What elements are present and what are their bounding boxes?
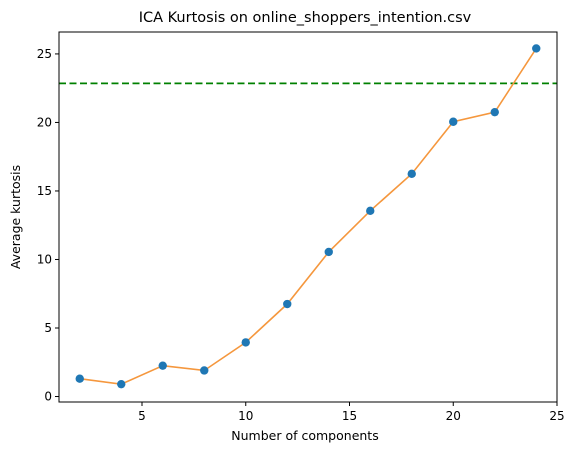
plot-frame xyxy=(58,31,558,403)
x-tick-label: 25 xyxy=(549,409,564,423)
data-point xyxy=(117,379,126,389)
x-axis-label: Number of components xyxy=(231,428,378,443)
y-tick-label: 25 xyxy=(37,47,52,61)
data-point xyxy=(75,374,84,383)
x-tick-label: 15 xyxy=(342,409,357,423)
data-point xyxy=(366,206,375,216)
chart-title: ICA Kurtosis on online_shoppers_intentio… xyxy=(139,10,472,26)
x-tick-label: 20 xyxy=(446,409,461,423)
data-point xyxy=(407,169,416,179)
data-point xyxy=(158,361,167,370)
data-point xyxy=(532,44,541,53)
y-tick-label: 15 xyxy=(37,184,52,198)
data-point xyxy=(324,247,333,257)
plot-area xyxy=(59,44,557,389)
y-tick-label: 20 xyxy=(37,115,52,129)
data-point xyxy=(241,338,250,347)
data-point xyxy=(200,366,209,375)
series-line xyxy=(79,48,537,386)
x-tick-label: 10 xyxy=(238,409,253,423)
data-point xyxy=(449,117,458,126)
axis-ticks: 5 10 15 20 25 0 5 10 15 20 25 xyxy=(37,47,565,423)
y-tick-label: 5 xyxy=(44,321,52,335)
data-point xyxy=(283,299,292,309)
x-tick-label: 5 xyxy=(138,409,146,423)
y-tick-label: 10 xyxy=(37,252,52,266)
data-point xyxy=(490,107,499,117)
y-axis-label: Average kurtosis xyxy=(8,165,23,269)
y-tick-label: 0 xyxy=(44,390,52,404)
